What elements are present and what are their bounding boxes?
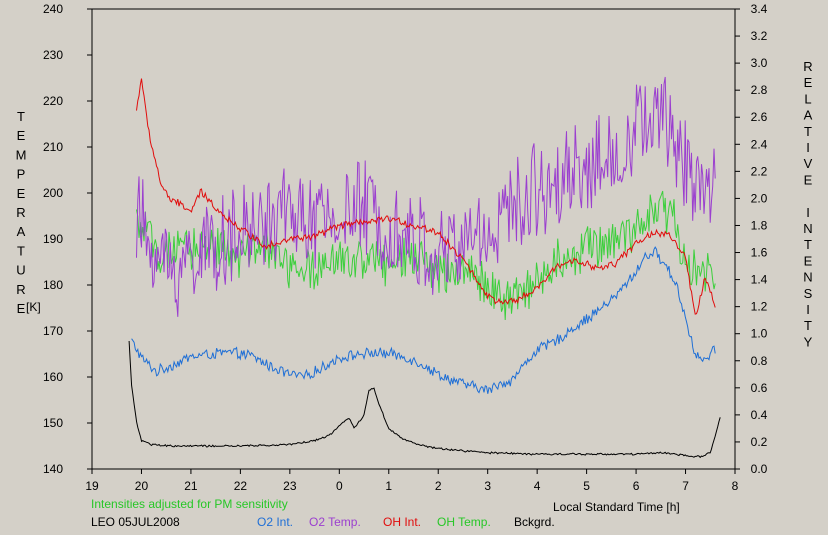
axis-title-letter: N — [803, 270, 812, 285]
axis-title-letter: T — [17, 109, 25, 124]
x-axis-title: Local Standard Time [h] — [553, 500, 680, 514]
axis-title-letter: P — [17, 167, 26, 182]
legend-oh-temp: OH Temp. — [437, 515, 491, 529]
left-tick-label: 150 — [43, 416, 63, 430]
right-tick-label: 3.2 — [751, 29, 768, 43]
right-tick-label: 1.4 — [751, 273, 768, 287]
left-tick-label: 220 — [43, 94, 63, 108]
legend-o2-temp: O2 Temp. — [309, 515, 361, 529]
right-tick-label: 0.2 — [751, 435, 768, 449]
left-axis-unit: [K] — [26, 300, 41, 314]
x-tick-label: 3 — [484, 479, 491, 493]
legend-o2-int: O2 Int. — [257, 515, 293, 529]
axis-title-letter: T — [804, 124, 812, 139]
axis-title-letter: V — [804, 156, 813, 171]
right-tick-label: 0.6 — [751, 381, 768, 395]
left-tick-label: 230 — [43, 48, 63, 62]
right-tick-label: 3.0 — [751, 56, 768, 70]
axis-title-letter: T — [804, 237, 812, 252]
left-tick-label: 190 — [43, 232, 63, 246]
plot-lines — [128, 76, 721, 459]
series-line — [136, 78, 716, 315]
right-tick-label: 2.0 — [751, 191, 768, 205]
left-axis: 240 230 220 210 200 190 180 170 160 150 140 — [43, 2, 92, 476]
right-tick-label: 1.2 — [751, 300, 768, 314]
axis-title-letter: A — [804, 108, 813, 123]
left-tick-label: 140 — [43, 462, 63, 476]
axis-title-letter: S — [804, 286, 813, 301]
x-tick-label: 0 — [336, 479, 343, 493]
axis-title-letter: E — [804, 172, 813, 187]
axis-title-letter: M — [16, 147, 27, 162]
right-tick-label: 1.8 — [751, 218, 768, 232]
x-tick-label: 21 — [184, 479, 198, 493]
series-line — [131, 246, 716, 394]
right-tick-label: 0.8 — [751, 354, 768, 368]
axis-title-letter: T — [804, 318, 812, 333]
series-line — [136, 76, 716, 317]
x-tick-label: 1 — [385, 479, 392, 493]
axis-title-letter: E — [17, 128, 26, 143]
axis-title-letter: E — [17, 186, 26, 201]
left-tick-label: 200 — [43, 186, 63, 200]
x-tick-label: 20 — [135, 479, 149, 493]
x-tick-label: 8 — [732, 479, 739, 493]
legend: O2 Int. O2 Temp. OH Int. OH Temp. Bckgrd… — [257, 515, 555, 529]
left-tick-label: 180 — [43, 278, 63, 292]
x-axis: 19 20 21 22 23 0 1 2 3 4 5 6 7 8 — [85, 469, 739, 493]
axis-title-letter: E — [804, 253, 813, 268]
series-line — [128, 340, 721, 459]
right-tick-label: 2.2 — [751, 164, 768, 178]
axis-title-letter: A — [17, 224, 26, 239]
axis-title-letter: Y — [804, 334, 813, 349]
axis-title-letter: R — [803, 59, 812, 74]
x-tick-label: 5 — [583, 479, 590, 493]
left-tick-label: 210 — [43, 140, 63, 154]
left-tick-label: 170 — [43, 324, 63, 338]
x-tick-label: 19 — [85, 479, 99, 493]
axis-title-letter: L — [804, 91, 811, 106]
axis-title-letter: R — [16, 282, 25, 297]
right-tick-label: 0.0 — [751, 462, 768, 476]
right-tick-label: 2.6 — [751, 110, 768, 124]
axis-title-letter: R — [16, 205, 25, 220]
left-tick-label: 240 — [43, 2, 63, 16]
axis-title-letter: I — [806, 140, 810, 155]
right-tick-label: 2.4 — [751, 137, 768, 151]
right-tick-label: 0.4 — [751, 408, 768, 422]
axis-title-letter: N — [803, 221, 812, 236]
x-tick-label: 23 — [283, 479, 297, 493]
axis-title-letter: U — [16, 263, 25, 278]
legend-bckgrd: Bckgrd. — [514, 515, 555, 529]
left-tick-label: 160 — [43, 370, 63, 384]
station-text: LEO 05JUL2008 — [91, 515, 180, 529]
axis-title-letter: E — [804, 75, 813, 90]
note-text: Intensities adjusted for PM sensitivity — [91, 497, 288, 511]
x-tick-label: 7 — [682, 479, 689, 493]
x-tick-label: 6 — [633, 479, 640, 493]
axis-title-letter: I — [806, 205, 810, 220]
axis-title-letter: E — [17, 301, 26, 316]
x-tick-label: 2 — [435, 479, 442, 493]
right-tick-label: 1.0 — [751, 327, 768, 341]
axis-title-letter: T — [17, 243, 25, 258]
series-line — [136, 190, 716, 321]
right-axis: 3.4 3.2 3.0 2.8 2.6 2.4 2.2 2.0 1.8 1.6 1.4 1.2 1.0 0… — [735, 2, 768, 476]
axis-title-letter: I — [806, 302, 810, 317]
legend-oh-int: OH Int. — [383, 515, 421, 529]
right-tick-label: 3.4 — [751, 2, 768, 16]
x-tick-label: 22 — [234, 479, 248, 493]
right-tick-label: 1.6 — [751, 246, 768, 260]
right-tick-label: 2.8 — [751, 83, 768, 97]
x-tick-label: 4 — [534, 479, 541, 493]
